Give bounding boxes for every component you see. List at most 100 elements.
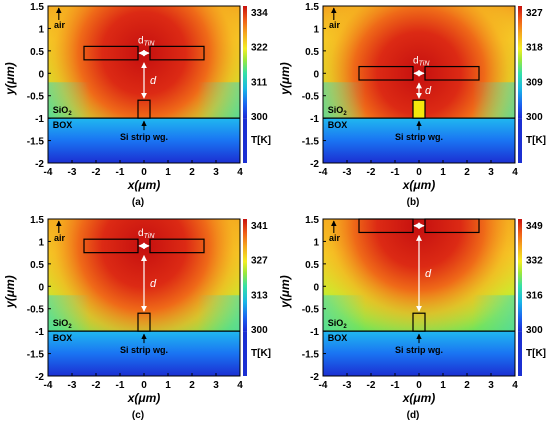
x-tick-label: 3 [213, 380, 219, 391]
y-tick-label: -1 [310, 327, 319, 338]
colorbar-tick-label: 309 [526, 77, 543, 88]
dtin-label: dTiN [138, 35, 155, 47]
x-tick-label: -1 [116, 380, 125, 391]
x-tick-label: 2 [464, 167, 470, 178]
sio2-label: SiO2 [328, 105, 348, 117]
dtin-label: dTiN [138, 228, 155, 240]
x-axis-label: x(μm) [402, 178, 436, 192]
x-tick-label: -4 [44, 167, 53, 178]
colorbar-tick-label: 300 [526, 325, 543, 336]
y-tick-label: -1 [35, 327, 44, 338]
d-label: d [150, 278, 157, 290]
x-axis-label: x(μm) [127, 178, 161, 192]
x-tick-label: 0 [141, 380, 147, 391]
x-tick-label: 2 [189, 167, 195, 178]
y-axis-label: y(μm) [278, 275, 292, 309]
x-tick-label: -1 [116, 167, 125, 178]
colorbar-tick-label: 349 [526, 221, 543, 232]
heater-right [149, 45, 205, 61]
box-label: BOX [328, 333, 348, 343]
y-tick-label: 1.5 [305, 2, 319, 13]
x-tick-label: -3 [68, 167, 77, 178]
y-tick-label: 0.5 [30, 260, 44, 271]
y-tick-label: -1.5 [27, 137, 45, 148]
x-tick-label: 3 [213, 167, 219, 178]
x-tick-label: -3 [343, 167, 352, 178]
dtin-label: dTiN [413, 208, 430, 220]
y-tick-label: -1.5 [27, 350, 45, 361]
colorbar-unit: T[K] [251, 348, 271, 359]
x-tick-label: -3 [343, 380, 352, 391]
box-label: BOX [328, 120, 348, 130]
x-tick-label: 2 [464, 380, 470, 391]
x-tick-label: 0 [416, 167, 422, 178]
y-tick-label: 0.5 [30, 47, 44, 58]
panel-caption: (b) [407, 197, 420, 208]
panel-a: dTiN d air SiO2 BOX Si strip wg. -4 -3 -2 -1 0 1 2 3 4… [3, 2, 271, 208]
x-tick-label: 0 [141, 167, 147, 178]
x-tick-label: -2 [92, 380, 101, 391]
y-tick-label: 1.5 [30, 215, 44, 226]
x-tick-label: -3 [68, 380, 77, 391]
colorbar-tick-label: 334 [251, 8, 268, 19]
x-axis-label: x(μm) [127, 391, 161, 405]
y-tick-label: -2 [310, 372, 319, 383]
wg-label: Si strip wg. [120, 345, 168, 355]
colorbar [243, 6, 247, 119]
sio2-label: SiO2 [53, 318, 73, 330]
y-tick-label: -0.5 [302, 92, 320, 103]
colorbar-tick-label: 300 [251, 325, 268, 336]
si-waveguide [412, 312, 426, 332]
y-tick-label: 1 [313, 24, 319, 35]
d-label: d [425, 85, 432, 97]
air-label: air [54, 20, 66, 30]
si-waveguide [412, 99, 426, 119]
colorbar-tick-label: 327 [251, 256, 268, 267]
y-tick-label: 0 [38, 282, 44, 293]
y-tick-label: 1 [313, 237, 319, 248]
x-tick-label: 3 [488, 380, 494, 391]
y-tick-label: -2 [35, 372, 44, 383]
air-label: air [329, 20, 341, 30]
y-tick-label: -2 [310, 159, 319, 170]
y-tick-label: 1.5 [305, 215, 319, 226]
colorbar-unit: T[K] [526, 348, 546, 359]
y-tick-label: 1.5 [30, 2, 44, 13]
colorbar-tick-label: 311 [251, 77, 268, 88]
colorbar [518, 6, 522, 119]
y-tick-label: 1 [38, 24, 44, 35]
x-tick-label: 4 [512, 167, 518, 178]
y-tick-label: -1 [35, 114, 44, 125]
colorbar-tick-label: 316 [526, 290, 543, 301]
panel-caption: (a) [132, 197, 144, 208]
x-tick-label: -2 [367, 380, 376, 391]
y-tick-label: -1 [310, 114, 319, 125]
colorbar-tick-label: 327 [526, 8, 543, 19]
panel-b: dTiN d air SiO2 BOX Si strip wg. -4 -3 -2 -1 0 1 2 3 4… [278, 2, 546, 208]
colorbar-base [243, 331, 247, 376]
colorbar-tick-label: 341 [251, 221, 268, 232]
x-tick-label: 4 [512, 380, 518, 391]
heater-left [83, 45, 139, 61]
wg-label: Si strip wg. [395, 345, 443, 355]
y-tick-label: -1.5 [302, 350, 320, 361]
sio2-label: SiO2 [53, 105, 73, 117]
si-waveguide [137, 99, 151, 119]
y-tick-label: 0 [313, 282, 319, 293]
y-tick-label: 1 [38, 237, 44, 248]
x-tick-label: 0 [416, 380, 422, 391]
colorbar-base [243, 118, 247, 163]
air-label: air [329, 233, 341, 243]
y-tick-label: 0 [38, 69, 44, 80]
x-tick-label: 1 [440, 380, 446, 391]
panel-caption: (d) [407, 410, 420, 421]
x-tick-label: 1 [440, 167, 446, 178]
y-axis-label: y(μm) [278, 62, 292, 96]
x-tick-label: -4 [319, 167, 328, 178]
x-tick-label: 4 [237, 380, 243, 391]
x-tick-label: -2 [367, 167, 376, 178]
y-tick-label: 0.5 [305, 260, 319, 271]
y-tick-label: -2 [35, 159, 44, 170]
x-tick-label: 1 [165, 380, 171, 391]
